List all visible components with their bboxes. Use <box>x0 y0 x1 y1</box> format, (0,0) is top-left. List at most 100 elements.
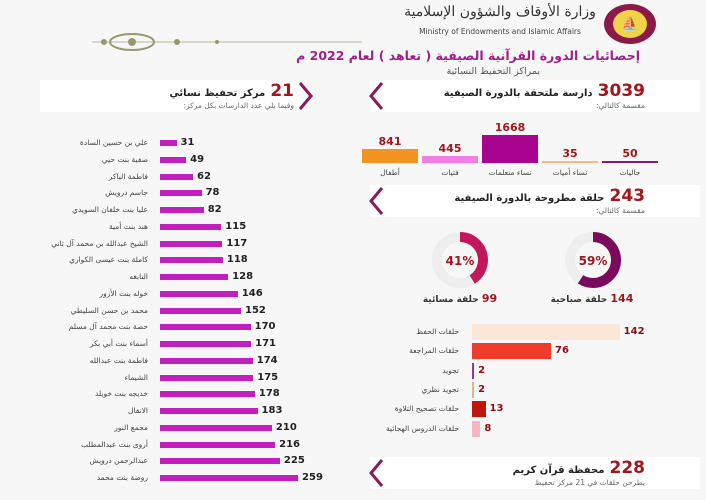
students-bar-label: فتيات <box>441 168 459 177</box>
students-bar-value: 841 <box>378 134 402 148</box>
center-label: مجمع النور <box>114 422 148 432</box>
center-label: علي بن حسين السادة <box>79 138 148 147</box>
center-label: فاطمة الباكر <box>108 171 148 181</box>
center-bar <box>160 173 194 180</box>
center-label: الشيماء <box>124 372 148 382</box>
center-value: 171 <box>255 338 277 349</box>
circle-type-label: حلقات الدروس الهجائية <box>385 423 459 433</box>
circle-type-value: 76 <box>555 345 569 357</box>
center-value: 216 <box>279 438 300 450</box>
students-bar-label: نساء أميات <box>552 168 588 177</box>
center-value: 259 <box>302 472 323 483</box>
center-bar <box>160 324 251 331</box>
morning-count: 144 <box>610 292 634 305</box>
students-bar <box>422 155 478 163</box>
center-label: هند بنت أمية <box>108 221 148 231</box>
teachers-total: 228 <box>609 458 646 478</box>
centers-header: 21 مركز تحفيظ نسائي وفيما يلي عدد الدارس… <box>40 80 302 112</box>
circle-type-bar <box>472 324 620 340</box>
evening-donut-arc <box>432 232 488 288</box>
center-bar <box>160 441 276 448</box>
morning-donut-arc <box>565 232 621 288</box>
center-value: 152 <box>245 304 266 316</box>
circle-type-label: حلقات المراجعة <box>409 346 459 356</box>
centers-bar-chart: علي بن حسين السادة 31 صفية بنت حيي 49 فاطمة … <box>0 137 340 492</box>
morning-label: 144 حلقة صباحية <box>532 292 652 307</box>
center-bar <box>160 290 238 297</box>
circles-header: 243 حلقة مطروحة بالدورة الصيفية مقسمة كا… <box>370 185 700 217</box>
circle-type-label: حلقات الحفظ <box>416 327 459 336</box>
center-label: عليا بنت خلفان السويدي <box>72 205 148 214</box>
center-bar <box>160 475 299 481</box>
center-label: أروى بنت عبدالمطلب <box>80 439 148 449</box>
students-bar-label: جاليات <box>619 168 641 177</box>
circle-type-bar <box>472 401 486 418</box>
circle-type-value: 2 <box>478 364 486 376</box>
center-label: النابغه <box>129 272 148 281</box>
centers-title: مركز تحفيظ نسائي <box>169 88 266 99</box>
center-value: 183 <box>261 405 283 416</box>
center-label: عبدالرحمن درويش <box>89 456 148 466</box>
center-bar <box>160 357 253 364</box>
center-label: أسماء بنت أبي بكر <box>89 339 148 348</box>
center-label: خديجه بنت خويلد <box>94 389 148 399</box>
center-bar <box>160 391 255 398</box>
circles-total: 243 <box>609 186 646 206</box>
center-value: 128 <box>232 271 254 282</box>
dhow-emblem-icon: ⛵ <box>613 10 647 38</box>
circles-title: حلقة مطروحة بالدورة الصيفية <box>454 193 605 204</box>
students-bar-value: 1668 <box>494 121 526 134</box>
circle-type-value: 13 <box>489 403 504 415</box>
circle-type-value: 8 <box>484 422 492 434</box>
circle-type-bar <box>472 343 552 360</box>
evening-text: حلقة مسائية <box>422 295 479 305</box>
students-bar-value: 445 <box>438 141 462 155</box>
center-label: محمد بن حسن السليطي <box>70 305 148 315</box>
circles-note: مقسمة كالتالي: <box>596 206 645 215</box>
students-bar <box>362 148 418 163</box>
students-bar-label: نساء متعلمات <box>488 168 532 177</box>
center-bar <box>160 408 258 414</box>
center-label: جاسم درويش <box>105 188 148 198</box>
circle-type-label: تجويد نظري <box>421 384 459 394</box>
center-value: 170 <box>254 321 276 333</box>
circle-type-bar <box>472 381 475 398</box>
center-value: 82 <box>207 204 222 215</box>
circle-types-bar-chart: حلقات الحفظ 142 حلقات المراجعة 76 تجويد 2 تجوي… <box>340 324 706 446</box>
center-value: 118 <box>226 254 248 266</box>
chevron-left-icon <box>369 82 384 110</box>
circle-type-label: تجويد <box>442 365 459 375</box>
teachers-header: 228 محفظة قرآن كريم يطرحن حلقات في 21 مر… <box>370 457 700 489</box>
center-bar <box>160 257 223 264</box>
center-label: فاطمة بنت عبدالله <box>89 355 148 365</box>
center-value: 174 <box>256 354 278 366</box>
teachers-title: محفظة قرآن كريم <box>512 465 605 476</box>
students-total: 3039 <box>597 81 645 101</box>
center-value: 117 <box>226 237 248 249</box>
center-bar <box>160 458 280 465</box>
center-value: 115 <box>225 220 247 232</box>
ornament-divider <box>92 33 362 51</box>
chevron-left-icon <box>369 459 384 487</box>
circle-type-label: حلقات تصحيح التلاوة <box>394 404 459 414</box>
center-label: الشيخ عبدالله بن محمد آل ثاني <box>51 238 148 248</box>
page-subtitle: بمراكز التحفيظ النسائية <box>446 66 540 77</box>
students-bar <box>482 135 538 163</box>
chevron-right-icon <box>298 82 313 110</box>
chevron-left-icon <box>369 187 384 215</box>
center-value: 210 <box>275 421 297 433</box>
students-bar-chart: 841 أطفال 445 فتيات 1668 نساء متعلمات 35 نساء أ… <box>362 112 667 182</box>
center-label: خوله بنت الأزور <box>99 288 148 298</box>
teachers-note: يطرحن حلقات في 21 مركز تحفيظ <box>534 478 645 487</box>
center-bar <box>160 190 202 197</box>
center-label: حصة بنت محمد آل مسلم <box>68 322 148 332</box>
center-value: 31 <box>180 137 195 148</box>
ministry-logo: ⛵ <box>604 4 656 44</box>
evening-count: 99 <box>481 292 498 305</box>
center-bar <box>160 156 187 163</box>
center-bar <box>160 207 204 213</box>
center-bar <box>160 223 222 230</box>
circle-type-bar <box>472 362 475 379</box>
circle-type-value: 2 <box>478 383 486 395</box>
center-bar <box>160 307 242 314</box>
